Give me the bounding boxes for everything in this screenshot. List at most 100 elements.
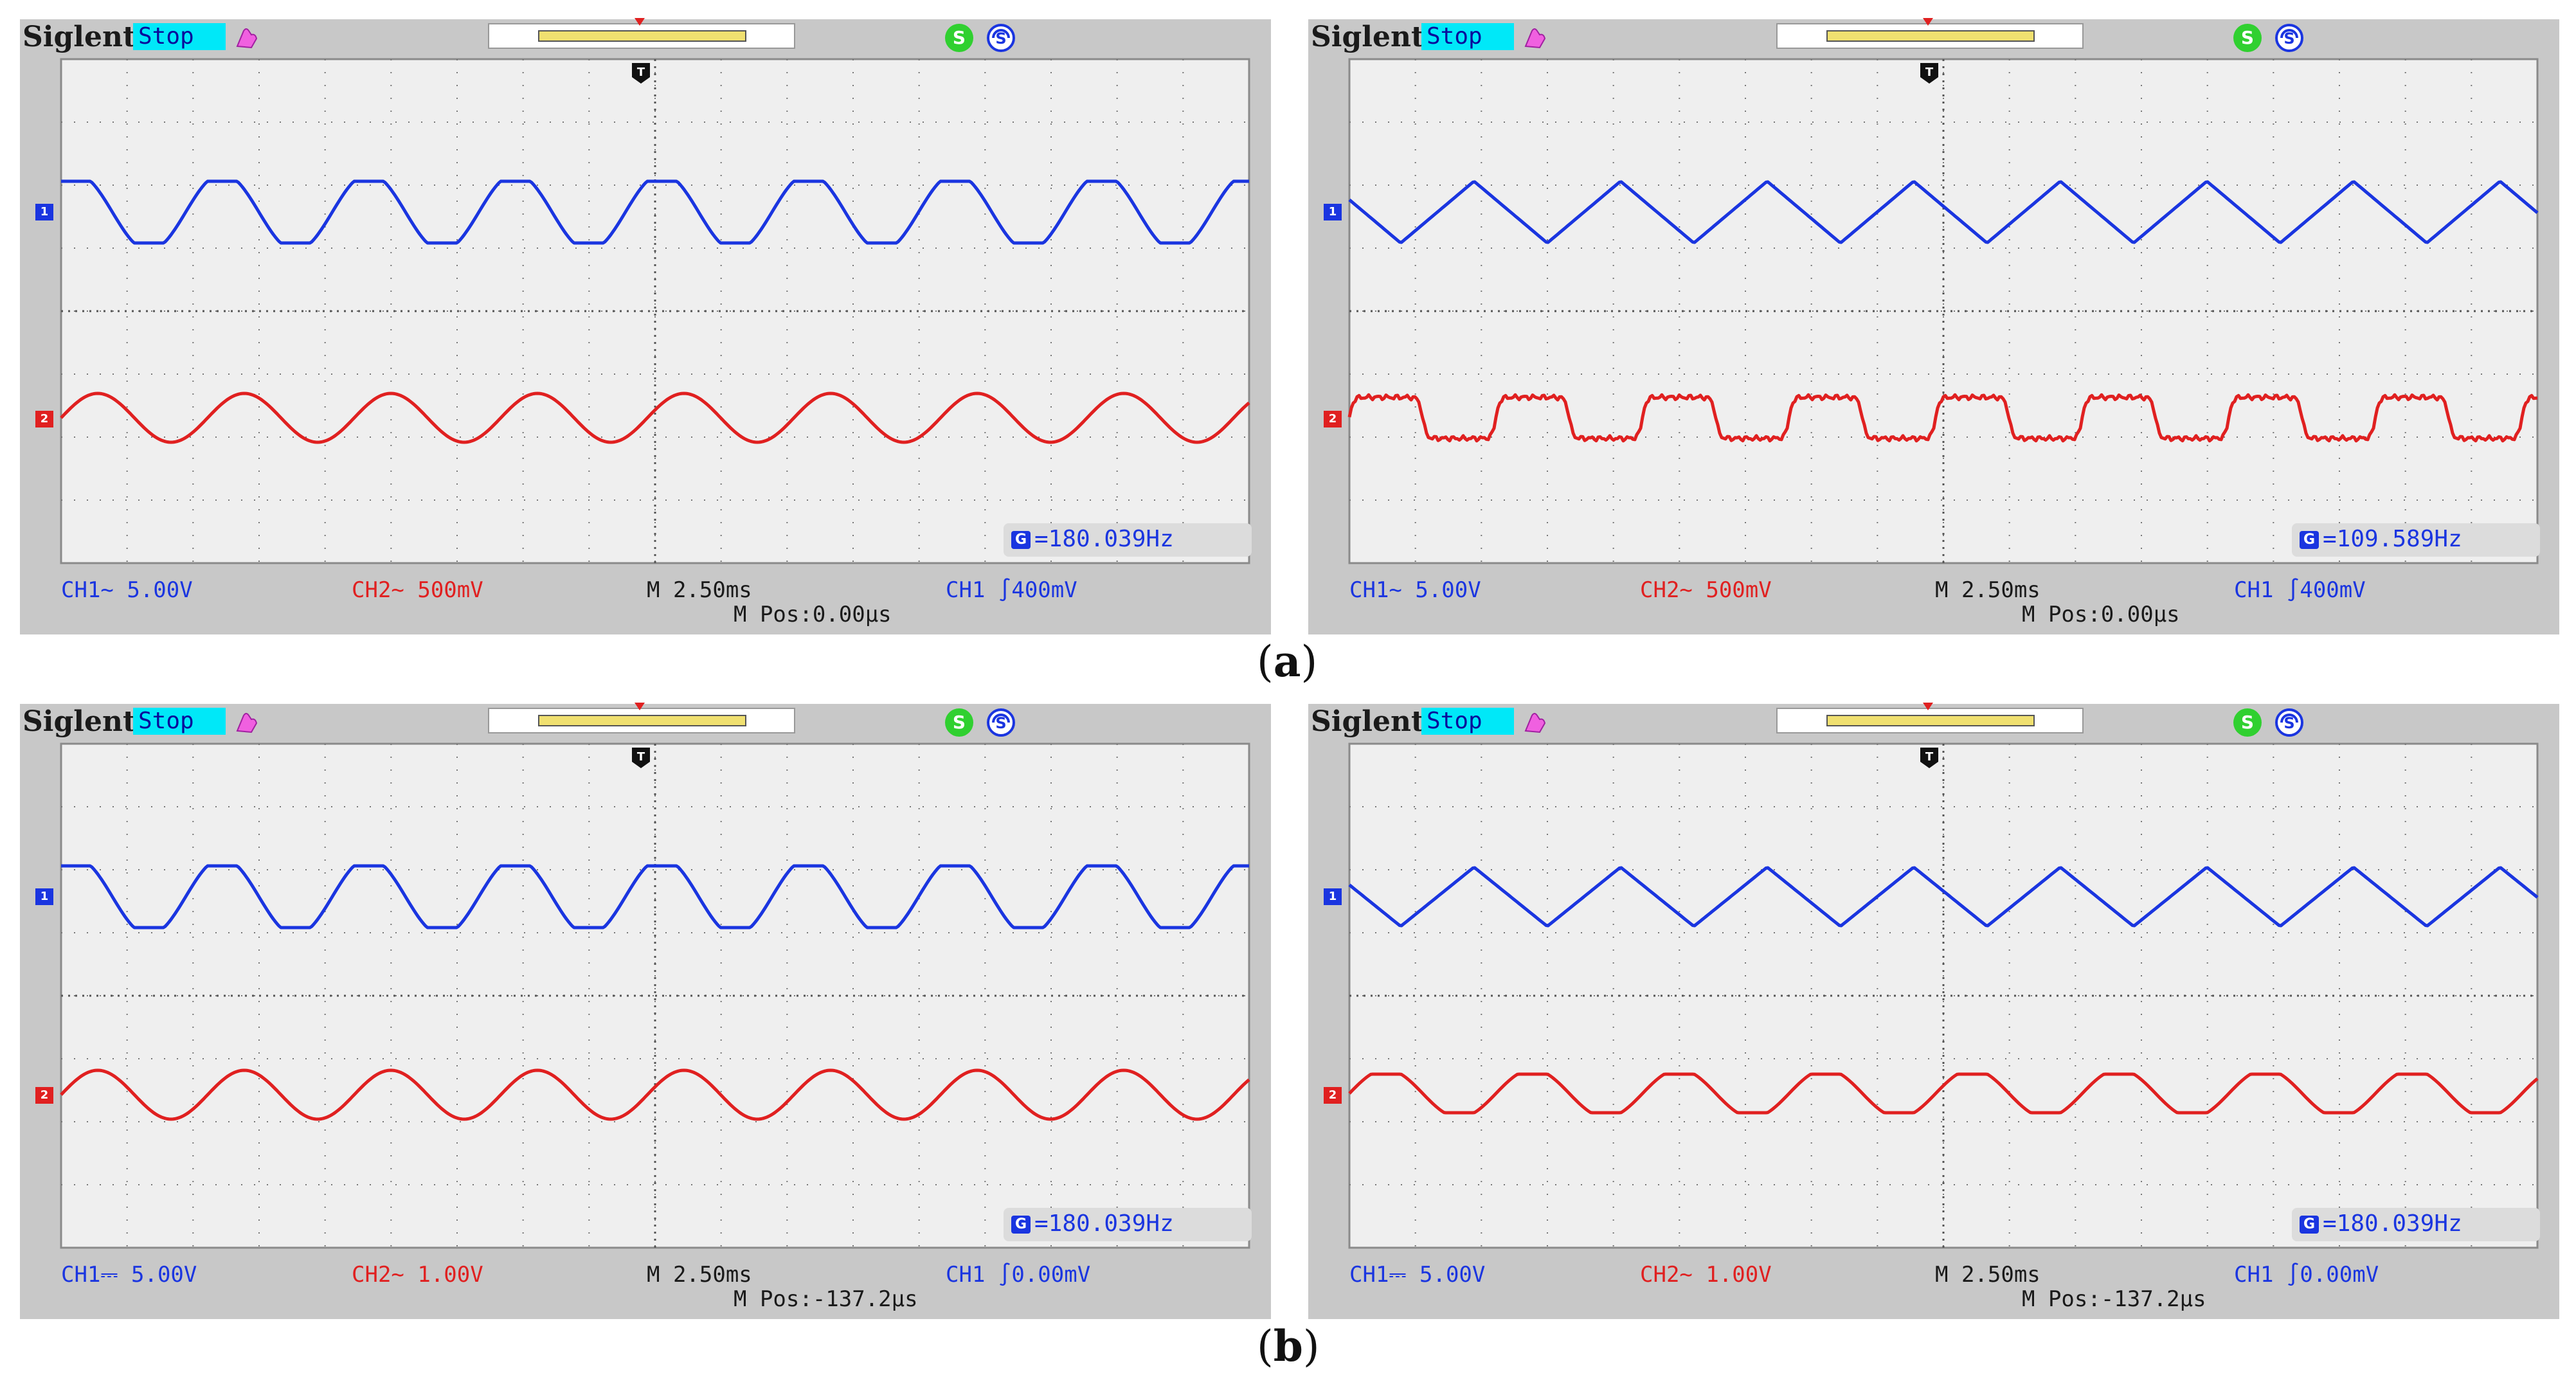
svg-text:S: S (995, 30, 1006, 48)
waveform-display (60, 742, 1250, 1249)
svg-text:T: T (1925, 750, 1934, 764)
ch1-marker[interactable]: 1 (1324, 888, 1342, 905)
usb-icon: S (2233, 708, 2262, 737)
usb-icon: S (2233, 24, 2262, 52)
ch2-scale: CH2∼ 1.00V (1640, 1262, 1772, 1288)
hand-icon (1524, 713, 1546, 733)
trigger-position-icon: T (632, 748, 650, 768)
refresh-icon: S (987, 708, 1015, 737)
trigger-position-icon: T (1920, 63, 1938, 84)
memory-position-bar (488, 703, 795, 733)
frequency-icon: G (1011, 531, 1031, 549)
frequency-value: =180.039Hz (1034, 526, 1174, 552)
ch1-scale: CH1⎓ 5.00V (61, 1262, 197, 1288)
trigger-level: CH1 ∫400mV (2234, 577, 2366, 603)
ch2-scale: CH2∼ 1.00V (352, 1262, 483, 1288)
hand-icon (1524, 28, 1546, 49)
ch1-trace (1348, 866, 2539, 928)
memory-position-bar (1776, 703, 2084, 733)
svg-text:S: S (2241, 712, 2254, 733)
caption-b: (b) (1257, 1321, 1320, 1371)
timebase: M 2.50ms (1935, 577, 2040, 603)
memory-position-bar (1776, 18, 2084, 49)
hand-icon (236, 713, 258, 733)
graticule-grid (61, 59, 1249, 563)
usb-icon: S (945, 24, 973, 52)
frequency-readout: G =180.039Hz (1004, 1208, 1252, 1241)
frequency-value: =180.039Hz (2323, 1210, 2462, 1237)
trigger-level: CH1 ∫0.00mV (2234, 1262, 2379, 1288)
horizontal-position: M Pos:0.00μs (734, 602, 892, 627)
ch2-marker[interactable]: 2 (35, 411, 53, 427)
trigger-level: CH1 ∫0.00mV (946, 1262, 1091, 1288)
oscilloscope-screen-b-right: Siglent Stop S S T 1 2 G =180.039Hz CH1⎓ … (1308, 703, 2559, 1319)
ch1-trace (61, 864, 1249, 930)
horizontal-position: M Pos:0.00μs (2022, 602, 2180, 627)
trigger-position-icon: T (632, 63, 650, 84)
waveform-display (60, 58, 1250, 564)
trigger-position-icon: T (1920, 748, 1938, 768)
ch2-trace (60, 391, 1250, 444)
refresh-icon: S (987, 24, 1015, 52)
frequency-readout: G =180.039Hz (1004, 523, 1252, 557)
oscilloscope-screen-a-right: Siglent Stop S S T 1 2 G =109.589Hz CH1∼ … (1308, 18, 2559, 634)
svg-text:T: T (637, 750, 645, 764)
frequency-icon: G (2300, 1216, 2319, 1234)
brand-logo: Siglent (23, 21, 136, 53)
svg-text:S: S (2241, 27, 2254, 48)
ch1-marker[interactable]: 1 (1324, 204, 1342, 220)
trigger-level: CH1 ∫400mV (946, 577, 1077, 603)
ch1-trace (61, 179, 1249, 245)
frequency-readout: G =109.589Hz (2292, 523, 2540, 557)
caption-a: (a) (1257, 636, 1318, 687)
ch2-scale: CH2∼ 500mV (1640, 577, 1772, 603)
frequency-icon: G (2300, 531, 2319, 549)
refresh-icon: S (2275, 708, 2303, 737)
timebase: M 2.50ms (647, 577, 752, 603)
svg-text:S: S (995, 714, 1006, 732)
usb-icon: S (945, 708, 973, 737)
svg-text:S: S (953, 712, 966, 733)
svg-text:T: T (1925, 66, 1934, 79)
svg-text:S: S (2283, 30, 2294, 48)
svg-text:S: S (953, 27, 966, 48)
brand-logo: Siglent (1311, 705, 1425, 738)
ch1-trace (1348, 180, 2539, 244)
ch1-marker[interactable]: 1 (35, 204, 53, 220)
ch1-marker[interactable]: 1 (35, 888, 53, 905)
svg-text:T: T (637, 66, 645, 79)
frequency-value: =180.039Hz (1034, 1210, 1174, 1237)
ch1-scale: CH1⎓ 5.00V (1349, 1262, 1486, 1288)
waveform-display (1347, 58, 2539, 564)
run-status-badge[interactable]: Stop (133, 708, 226, 735)
run-status-badge[interactable]: Stop (1421, 708, 1514, 735)
timebase: M 2.50ms (1935, 1262, 2040, 1288)
svg-text:S: S (2283, 714, 2294, 732)
horizontal-position: M Pos:-137.2μs (734, 1286, 918, 1312)
horizontal-position: M Pos:-137.2μs (2022, 1286, 2206, 1312)
waveform-display (1348, 742, 2539, 1249)
ch2-trace (1347, 393, 2538, 443)
frequency-icon: G (1011, 1216, 1031, 1234)
brand-logo: Siglent (1311, 21, 1425, 53)
ch2-marker[interactable]: 2 (1324, 411, 1342, 427)
ch2-scale: CH2∼ 500mV (352, 577, 483, 603)
frequency-value: =109.589Hz (2323, 526, 2462, 552)
run-status-badge[interactable]: Stop (133, 23, 226, 50)
ch1-scale: CH1∼ 5.00V (61, 577, 193, 603)
ch2-marker[interactable]: 2 (1324, 1087, 1342, 1104)
graticule-grid (1349, 744, 2537, 1248)
hand-icon (236, 28, 258, 49)
ch2-trace (60, 1068, 1250, 1121)
ch2-trace (1348, 1072, 2539, 1115)
refresh-icon: S (2275, 24, 2303, 52)
memory-position-bar (488, 18, 795, 49)
ch2-marker[interactable]: 2 (35, 1087, 53, 1104)
graticule-grid (61, 744, 1249, 1248)
graticule-grid (1349, 59, 2537, 563)
oscilloscope-screen-a-left: Siglent Stop S S T 1 2 G =180.039Hz CH1∼ … (20, 18, 1271, 634)
timebase: M 2.50ms (647, 1262, 752, 1288)
run-status-badge[interactable]: Stop (1421, 23, 1514, 50)
frequency-readout: G =180.039Hz (2292, 1208, 2540, 1241)
ch1-scale: CH1∼ 5.00V (1349, 577, 1481, 603)
